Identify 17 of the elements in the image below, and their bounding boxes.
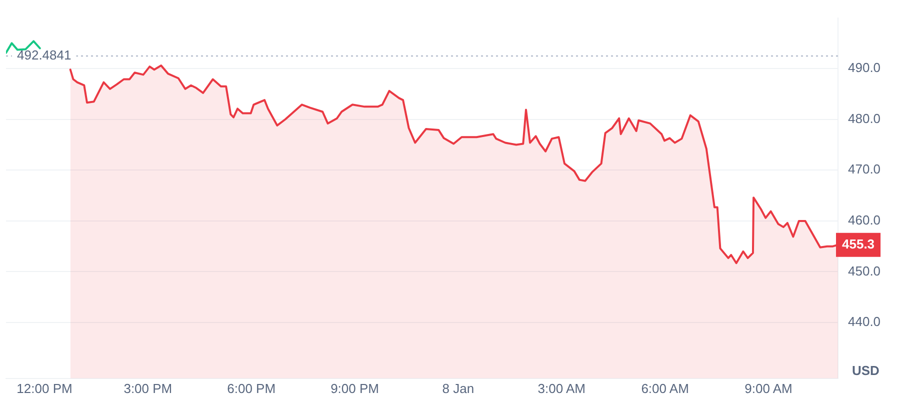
y-tick-label: 480.0 [848, 110, 881, 126]
ref-line-label: 492.4841 [17, 48, 72, 63]
y-tick-label: 450.0 [848, 263, 881, 278]
x-tick-label: 6:00 AM [641, 380, 689, 396]
y-axis-title: USD [852, 362, 880, 378]
x-tick-label: 9:00 PM [330, 380, 379, 396]
y-tick-label: 470.0 [848, 162, 881, 177]
x-tick-label: 9:00 AM [744, 380, 792, 396]
y-tick-label: 440.0 [848, 314, 881, 330]
x-tick-label: 12:00 PM [16, 380, 72, 396]
y-tick-label: 490.0 [848, 60, 881, 76]
annotation: 455.3 [842, 236, 875, 252]
x-tick-label: 3:00 PM [124, 380, 172, 396]
x-tick-label: 6:00 PM [227, 380, 276, 396]
x-tick-label: 8 Jan [442, 380, 474, 396]
x-tick-label: 3:00 AM [538, 380, 586, 396]
y-tick-label: 460.0 [848, 212, 881, 228]
